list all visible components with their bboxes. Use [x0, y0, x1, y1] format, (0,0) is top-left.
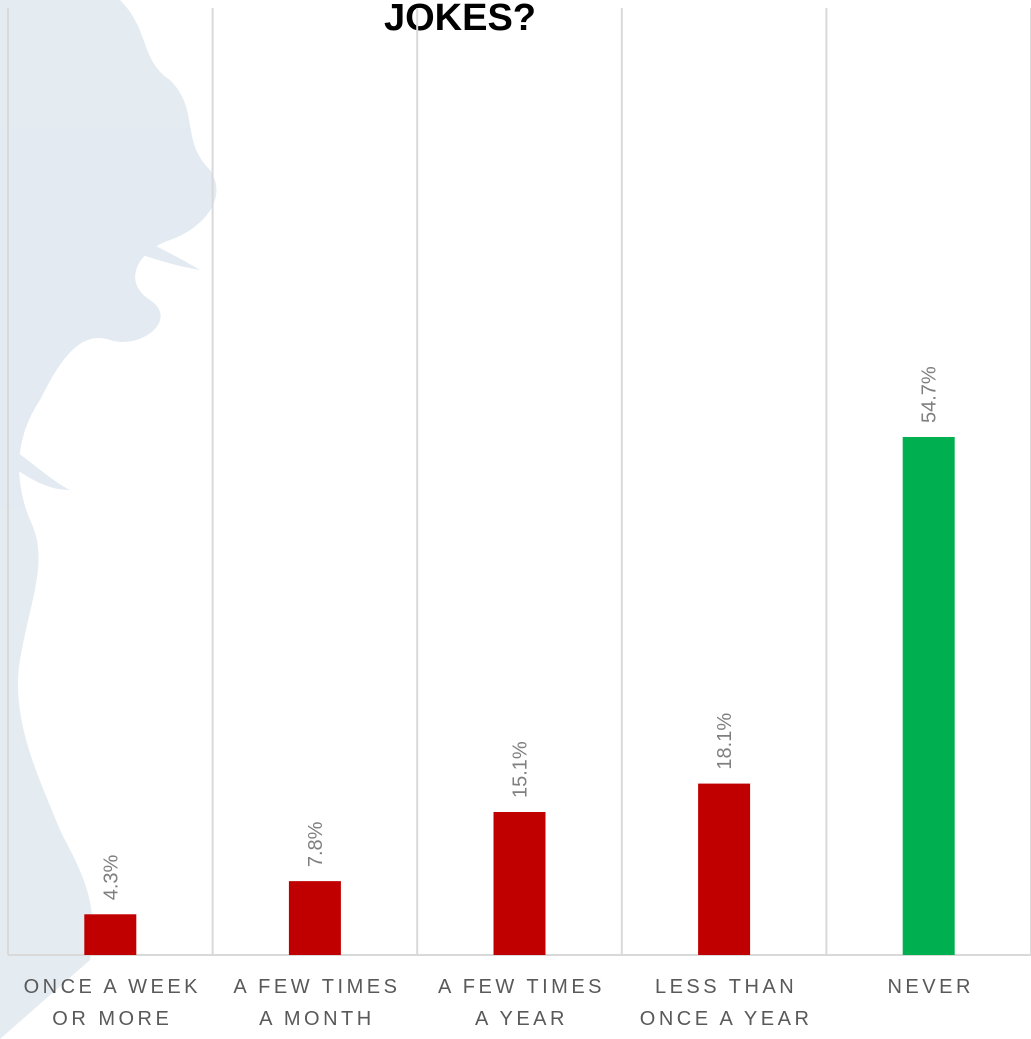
- bar: [698, 783, 751, 955]
- background-map: [0, 0, 217, 1039]
- x-tick-label: ONCE A WEEK: [24, 976, 201, 998]
- value-label: 4.3%: [100, 854, 122, 900]
- x-tick-label: LESS THAN: [655, 976, 797, 998]
- x-tick-label: NEVER: [887, 976, 973, 998]
- x-tick-label: A FEW TIMES: [438, 976, 605, 998]
- chart-title: JOKES?: [384, 0, 536, 39]
- x-tick-label: ONCE A YEAR: [640, 1008, 813, 1030]
- bar: [493, 812, 546, 955]
- bar: [288, 881, 341, 955]
- plot-area: ONCE A WEEK OR MORE 4.3% A FEW TIMES A MONTH…: [7, 8, 1031, 1030]
- x-tick-label: A FEW TIMES: [233, 976, 400, 998]
- bar: [84, 914, 137, 955]
- value-label: 54.7%: [919, 366, 941, 423]
- x-tick-label: A YEAR: [475, 1008, 568, 1030]
- value-label: 18.1%: [714, 713, 736, 770]
- x-tick-label: A MONTH: [259, 1008, 375, 1030]
- value-label: 15.1%: [510, 741, 532, 798]
- bar: [902, 436, 955, 956]
- value-label: 7.8%: [305, 821, 327, 867]
- x-tick-label: OR MORE: [52, 1008, 172, 1030]
